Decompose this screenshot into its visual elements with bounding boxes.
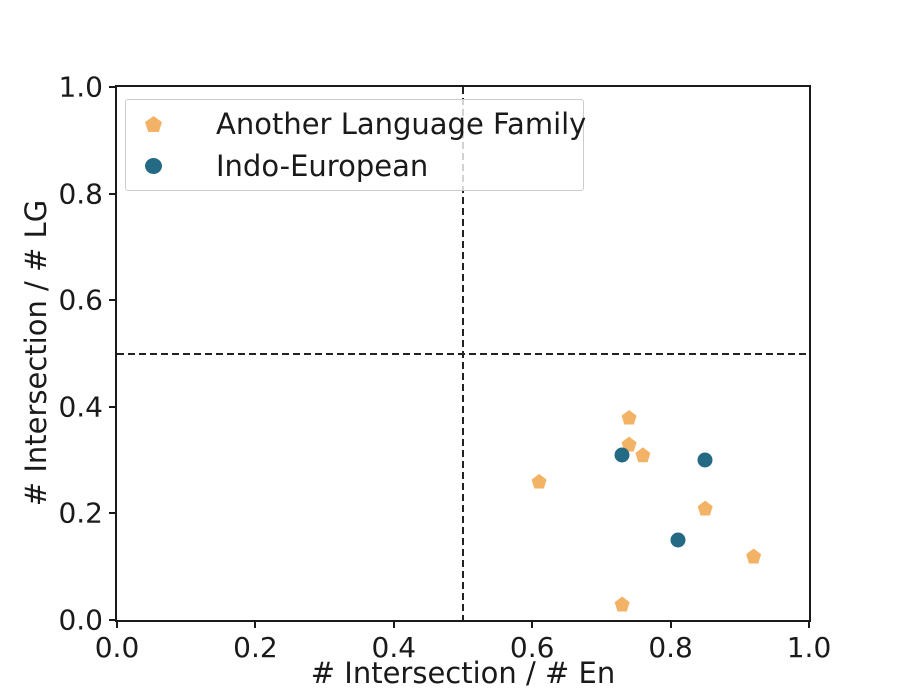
y-tick-mark <box>109 86 117 88</box>
circle-marker-icon <box>145 158 162 174</box>
pentagon-data-point <box>697 500 713 516</box>
x-tick-mark <box>254 620 257 628</box>
x-tick-label: 0.6 <box>509 631 555 664</box>
x-tick-label: 0.0 <box>94 631 140 664</box>
x-tick-label: 0.4 <box>371 631 417 664</box>
x-tick-label: 0.2 <box>233 631 278 664</box>
circle-data-point <box>697 452 713 468</box>
y-tick-label: 0.8 <box>58 177 103 211</box>
y-axis-label: # Intersection / # LG <box>19 199 53 507</box>
vertical-dashed-reference-line <box>462 87 464 620</box>
pentagon-data-point <box>621 409 637 425</box>
pentagon-data-point <box>635 447 651 463</box>
legend-row-indo-european: Indo-European <box>126 145 583 187</box>
x-tick-mark <box>669 620 672 628</box>
y-tick-label: 0.6 <box>58 283 103 317</box>
legend-label: Another Language Family <box>216 107 587 141</box>
x-tick-label: 1.0 <box>786 631 832 664</box>
x-tick-mark <box>116 620 118 628</box>
y-tick-mark <box>109 405 117 408</box>
circle-data-point <box>670 532 686 548</box>
legend-label: Indo-European <box>216 149 429 183</box>
y-tick-label: 0.4 <box>58 390 103 424</box>
pentagon-marker-icon <box>145 116 162 132</box>
pentagon-data-point <box>746 548 762 564</box>
x-tick-mark <box>531 620 534 628</box>
legend: Another Language Family Indo-European <box>125 99 587 191</box>
y-tick-label: 0.2 <box>58 496 103 530</box>
pentagon-data-point <box>531 473 547 489</box>
x-tick-mark <box>392 620 395 628</box>
y-tick-mark <box>109 619 117 621</box>
x-tick-label: 0.8 <box>648 631 693 664</box>
x-axis-label: # Intersection / # En <box>310 656 616 690</box>
y-tick-mark <box>109 192 117 195</box>
circle-data-point <box>614 447 630 463</box>
y-tick-label: 0.0 <box>58 603 103 637</box>
pentagon-data-point <box>614 596 630 612</box>
legend-row-another-language-family: Another Language Family <box>126 103 587 145</box>
x-tick-mark <box>808 620 810 628</box>
y-tick-mark <box>109 512 117 515</box>
plot-area: 0.0 0.2 0.4 0.6 0.8 1.0 0.0 0.2 0.4 0.6 0.8 1.0 An… <box>58 71 831 665</box>
y-tick-mark <box>109 299 117 302</box>
y-tick-label: 1.0 <box>58 70 103 104</box>
